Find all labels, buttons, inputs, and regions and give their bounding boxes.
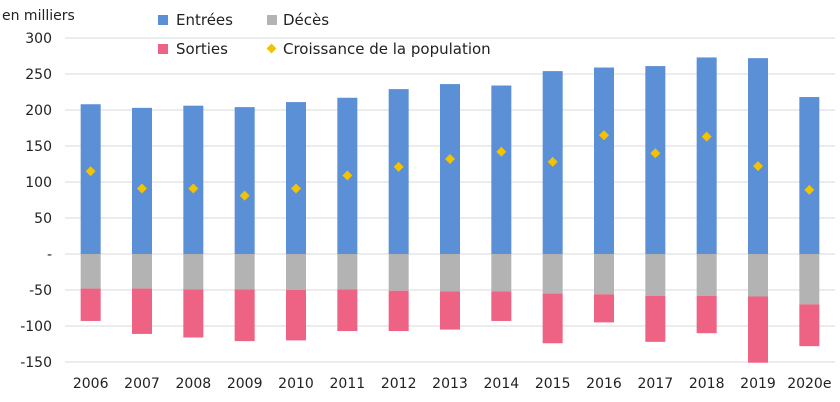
bar-deces-2007 bbox=[132, 254, 152, 289]
bar-deces-2009 bbox=[234, 254, 255, 290]
x-tick-label: 2007 bbox=[124, 376, 160, 392]
growth-markers bbox=[85, 130, 815, 201]
bar-sorties-2006 bbox=[80, 288, 101, 321]
bar-deces-2012 bbox=[388, 254, 409, 291]
marker-croissance-2018 bbox=[701, 131, 712, 142]
marker-croissance-2015 bbox=[547, 156, 558, 167]
y-tick-label: 200 bbox=[25, 103, 52, 119]
x-tick-label: 2009 bbox=[227, 376, 263, 392]
bar-deces-2006 bbox=[80, 254, 101, 289]
bar-deces-2015 bbox=[542, 254, 563, 294]
y-tick-label: 100 bbox=[25, 175, 52, 191]
y-axis: 300 250 200 150 100 50 - -50 -100 -150 bbox=[20, 31, 52, 371]
x-tick-label: 2011 bbox=[330, 376, 366, 392]
y-unit-label: en milliers bbox=[2, 8, 75, 24]
marker-croissance-2006 bbox=[85, 166, 96, 177]
marker-croissance-2010 bbox=[291, 183, 301, 194]
marker-croissance-2013 bbox=[445, 153, 455, 164]
x-tick-label: 2008 bbox=[176, 376, 212, 392]
marker-croissance-2009 bbox=[239, 190, 250, 201]
bar-sorties-2008 bbox=[183, 289, 204, 338]
bar-entrees-2013 bbox=[440, 84, 460, 254]
marker-croissance-2007 bbox=[137, 183, 147, 194]
bar-deces-2018 bbox=[696, 254, 717, 296]
y-tick-label: 300 bbox=[25, 31, 52, 47]
bars bbox=[80, 57, 820, 363]
y-tick-label: -100 bbox=[20, 319, 52, 335]
bar-entrees-2010 bbox=[286, 102, 306, 254]
legend-label-deces: Décès bbox=[283, 11, 329, 29]
bar-deces-2014 bbox=[491, 254, 512, 292]
bar-deces-2011 bbox=[337, 254, 358, 290]
bar-deces-2017 bbox=[645, 254, 666, 296]
x-tick-label: 2020e bbox=[787, 376, 831, 392]
legend-marker-croissance bbox=[266, 43, 277, 54]
marker-croissance-2012 bbox=[393, 161, 404, 172]
marker-croissance-2019 bbox=[753, 161, 763, 172]
legend-swatch-sorties bbox=[158, 44, 168, 54]
legend-swatch-entrees bbox=[158, 15, 168, 25]
x-tick-label: 2015 bbox=[535, 376, 571, 392]
y-tick-label: -50 bbox=[29, 283, 52, 299]
legend-label-croissance: Croissance de la population bbox=[283, 40, 491, 58]
bar-sorties-2017 bbox=[645, 295, 666, 342]
bar-sorties-2011 bbox=[337, 289, 358, 332]
x-tick-label: 2010 bbox=[278, 376, 314, 392]
marker-croissance-2017 bbox=[650, 148, 661, 159]
bar-entrees-2006 bbox=[80, 104, 101, 255]
x-tick-label: 2019 bbox=[740, 376, 776, 392]
bar-sorties-2013 bbox=[440, 291, 460, 330]
marker-croissance-2011 bbox=[342, 170, 353, 181]
bar-sorties-2020e bbox=[799, 304, 820, 347]
bar-sorties-2015 bbox=[542, 293, 563, 344]
bar-deces-2016 bbox=[594, 254, 614, 295]
bar-deces-2013 bbox=[440, 254, 460, 292]
bar-entrees-2018 bbox=[696, 57, 717, 254]
x-tick-label: 2013 bbox=[432, 376, 468, 392]
x-tick-label: 2014 bbox=[484, 376, 520, 392]
x-tick-label: 2006 bbox=[73, 376, 109, 392]
bar-sorties-2018 bbox=[696, 295, 717, 334]
y-tick-label: 50 bbox=[34, 211, 52, 227]
legend: Entrées Décès Sorties Croissance de la p… bbox=[158, 11, 491, 58]
y-tick-label: 150 bbox=[25, 139, 52, 155]
marker-croissance-2020e bbox=[804, 184, 815, 195]
bar-entrees-2016 bbox=[594, 67, 614, 255]
bar-entrees-2017 bbox=[645, 66, 666, 254]
bar-deces-2008 bbox=[183, 254, 204, 290]
bar-deces-2010 bbox=[286, 254, 306, 290]
x-tick-label: 2016 bbox=[586, 376, 622, 392]
bar-entrees-2008 bbox=[183, 105, 204, 255]
bar-sorties-2007 bbox=[132, 288, 152, 334]
bar-entrees-2009 bbox=[234, 107, 255, 255]
bar-entrees-2020e bbox=[799, 97, 820, 254]
bar-sorties-2012 bbox=[388, 290, 409, 332]
legend-label-sorties: Sorties bbox=[176, 40, 228, 58]
bar-sorties-2019 bbox=[748, 296, 768, 363]
bar-sorties-2014 bbox=[491, 291, 512, 321]
x-tick-label: 2017 bbox=[638, 376, 674, 392]
bar-entrees-2019 bbox=[748, 58, 768, 254]
x-axis: 2006 2007 2008 2009 2010 2011 2012 2013 2014 2015… bbox=[73, 376, 832, 392]
bar-deces-2019 bbox=[748, 254, 768, 297]
bar-deces-2020e bbox=[799, 254, 820, 305]
y-tick-label: - bbox=[47, 247, 52, 263]
marker-croissance-2014 bbox=[496, 146, 507, 157]
x-tick-label: 2018 bbox=[689, 376, 725, 392]
bar-entrees-2007 bbox=[132, 107, 152, 254]
marker-croissance-2008 bbox=[188, 183, 199, 194]
legend-swatch-deces bbox=[267, 15, 277, 25]
bar-sorties-2010 bbox=[286, 290, 306, 341]
y-tick-label: 250 bbox=[25, 67, 52, 83]
marker-croissance-2016 bbox=[599, 130, 609, 141]
bar-entrees-2014 bbox=[491, 85, 512, 255]
bar-sorties-2009 bbox=[234, 289, 255, 342]
legend-label-entrees: Entrées bbox=[176, 11, 233, 29]
x-tick-label: 2012 bbox=[381, 376, 417, 392]
y-tick-label: -150 bbox=[20, 355, 52, 371]
bar-sorties-2016 bbox=[594, 294, 614, 323]
